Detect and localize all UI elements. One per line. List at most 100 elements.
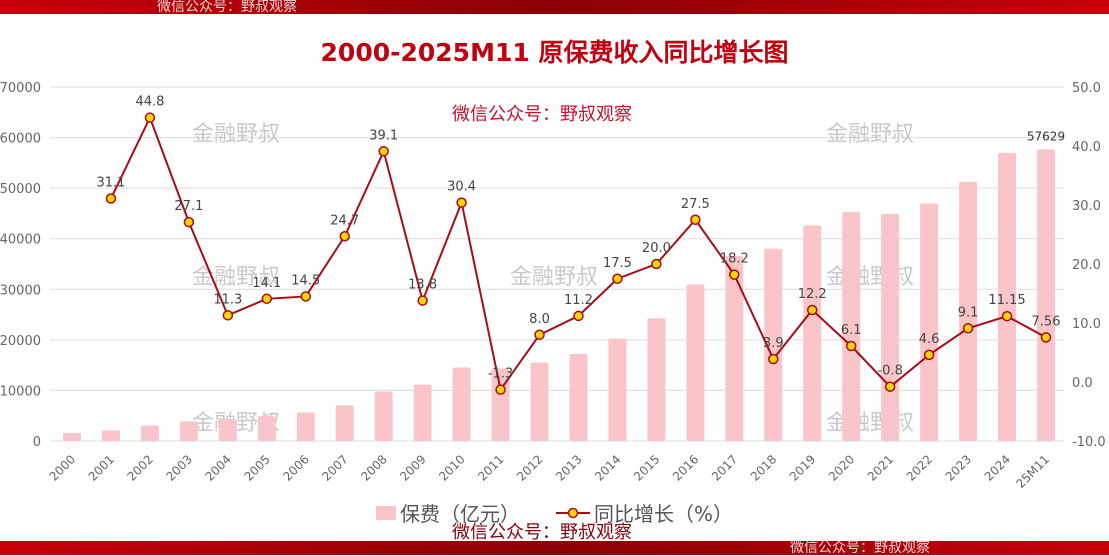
y-left-tick-label: 60000 (0, 132, 41, 147)
brand-watermark: 金融野叔 (192, 265, 280, 290)
growth-point-2004 (222, 310, 234, 321)
growth-data-label: 13.8 (408, 278, 437, 293)
bar-2021 (881, 213, 900, 441)
growth-data-label: -0.8 (877, 364, 902, 379)
y-left-tick-label: 50000 (0, 182, 41, 197)
growth-data-label: 9.1 (958, 305, 979, 320)
bar-2002 (140, 425, 159, 441)
growth-point-2002 (144, 112, 156, 123)
bar-2017 (725, 256, 744, 441)
growth-data-label: 11.3 (213, 292, 242, 307)
growth-point-2014 (612, 273, 623, 284)
brand-watermark: 金融野叔 (192, 122, 280, 147)
growth-point-2003 (183, 216, 195, 228)
bar-2023 (959, 181, 978, 441)
growth-data-label: 18.2 (720, 252, 749, 267)
x-tick-label: 2019 (787, 452, 818, 483)
growth-point-2021 (884, 381, 896, 392)
x-tick-label: 2023 (943, 452, 974, 483)
y-right-tick-label: 10.0 (1072, 317, 1101, 332)
growth-data-label: 39.1 (369, 128, 398, 143)
bar-data-label: 57629 (1027, 130, 1065, 144)
growth-data-label: 3.9 (763, 336, 784, 351)
growth-point-2011 (495, 384, 506, 395)
bar-25M11 (1037, 149, 1055, 441)
growth-data-label: 31.1 (96, 176, 125, 191)
x-tick-label: 2005 (241, 452, 272, 483)
growth-data-label: 6.1 (841, 323, 862, 338)
x-tick-label: 2008 (358, 452, 389, 483)
y-right-tick-label: 40.0 (1072, 140, 1101, 155)
growth-point-2007 (339, 231, 350, 242)
bar-2022 (920, 203, 939, 441)
growth-point-2015 (651, 258, 662, 270)
growth-data-label: 24.7 (330, 213, 359, 228)
x-tick-label: 2006 (280, 452, 311, 483)
brand-watermark: 金融野叔 (510, 265, 598, 290)
top-banner: 微信公众号：野叔观察 (0, 0, 1109, 14)
x-tick-label: 25M11 (1013, 452, 1052, 491)
growth-point-2023 (962, 323, 974, 334)
growth-point-2008 (378, 146, 389, 157)
growth-point-2010 (456, 197, 467, 208)
bar-2014 (608, 338, 627, 441)
y-left-tick-label: 30000 (0, 283, 41, 298)
y-left-tick-label: 10000 (0, 384, 41, 399)
growth-data-label: 17.5 (603, 256, 632, 271)
growth-point-25M11 (1040, 332, 1052, 343)
growth-point-2018 (768, 353, 779, 365)
chart-title: 2000-2025M11 原保费收入同比增长图 (320, 38, 789, 67)
growth-data-label: 4.6 (919, 332, 940, 347)
y-right-tick-label: 50.0 (1072, 81, 1101, 96)
bar-2012 (530, 362, 549, 441)
bar-2020 (842, 212, 861, 441)
y-left-tick-label: 70000 (0, 81, 41, 96)
bar-2016 (686, 284, 705, 441)
y-right-tick-label: 20.0 (1072, 258, 1101, 273)
bar-2007 (335, 405, 354, 441)
growth-data-label: 44.8 (135, 95, 164, 110)
x-tick-label: 2002 (125, 452, 156, 483)
x-tick-label: 2007 (319, 452, 350, 483)
x-tick-label: 2004 (202, 452, 233, 483)
bar-2018 (764, 248, 783, 441)
brand-watermark: 金融野叔 (826, 122, 914, 147)
x-tick-label: 2010 (436, 452, 467, 483)
legend-label-premium: 保费（亿元） (399, 502, 520, 526)
y-right-tick-label: 30.0 (1072, 199, 1101, 214)
growth-data-label: 12.2 (798, 287, 827, 302)
brand-watermark: 金融野叔 (826, 265, 914, 290)
growth-data-label: 14.1 (252, 276, 281, 291)
bar-2006 (296, 412, 315, 441)
growth-point-2006 (300, 291, 312, 302)
growth-data-label: 8.0 (529, 312, 550, 327)
x-tick-label: 2017 (709, 452, 740, 483)
y-right-tick-label: -10.0 (1072, 435, 1106, 450)
banner-watermark: 微信公众号：野叔观察 (790, 540, 930, 556)
growth-data-label: 27.1 (174, 199, 203, 214)
x-tick-label: 2011 (475, 452, 506, 483)
y-left-tick-label: 40000 (0, 233, 41, 248)
y-right-tick-label: 0.0 (1072, 376, 1093, 391)
growth-data-label: 30.4 (447, 180, 476, 195)
y-left-tick-label: 0 (33, 435, 41, 450)
bar-2001 (101, 430, 120, 441)
bar-2024 (998, 152, 1017, 441)
bar-2003 (179, 421, 198, 441)
wechat-watermark-bottom: 微信公众号：野叔观察 (452, 522, 632, 543)
bar-2019 (803, 225, 822, 441)
x-tick-label: 2001 (86, 452, 117, 483)
growth-data-label: 11.2 (564, 293, 593, 308)
brand-watermark: 金融野叔 (826, 411, 914, 436)
x-tick-label: 2021 (865, 452, 896, 483)
x-tick-label: 2012 (514, 452, 545, 483)
bar-2000 (63, 432, 81, 441)
growth-line (110, 115, 1047, 393)
x-tick-label: 2013 (553, 452, 584, 483)
growth-point-2016 (690, 214, 701, 225)
growth-point-2017 (729, 269, 740, 280)
bar-2013 (569, 353, 588, 441)
x-tick-label: 2014 (592, 452, 623, 483)
bar-2004 (218, 419, 237, 441)
